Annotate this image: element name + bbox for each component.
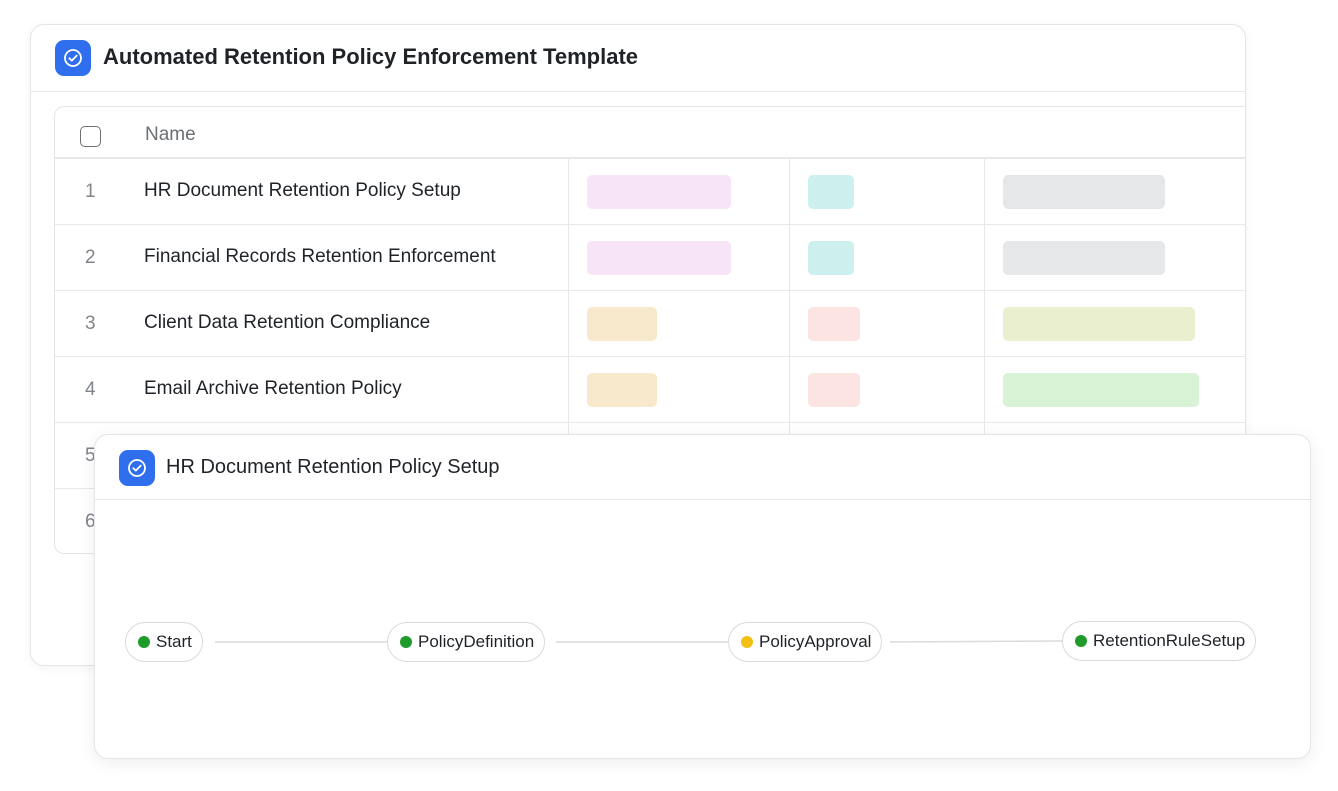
column-divider	[789, 159, 790, 224]
check-circle-icon	[119, 450, 155, 486]
tag-placeholder	[808, 175, 854, 209]
row-name[interactable]: Email Archive Retention Policy	[144, 378, 402, 399]
tag-placeholder	[1003, 373, 1199, 407]
tag-placeholder	[808, 241, 854, 275]
row-number: 6	[85, 511, 96, 532]
page-title: Automated Retention Policy Enforcement T…	[103, 44, 639, 69]
row-number: 4	[85, 379, 96, 400]
column-divider	[984, 291, 985, 356]
flow-node-label: PolicyDefinition	[418, 632, 535, 651]
status-dot-icon	[400, 636, 412, 648]
flow-node-label: PolicyApproval	[759, 632, 872, 651]
column-divider	[789, 291, 790, 356]
flow-node-policy-approval[interactable]: PolicyApproval	[728, 622, 883, 662]
workflow-detail-header: HR Document Retention Policy Setup	[95, 435, 1310, 500]
check-circle-icon	[55, 40, 91, 76]
flow-node-start[interactable]: Start	[125, 622, 203, 662]
column-divider	[568, 225, 569, 290]
row-name[interactable]: Client Data Retention Compliance	[144, 312, 431, 333]
flow-node-retention-rule-setup[interactable]: RetentionRuleSetup	[1062, 621, 1257, 661]
tag-placeholder	[1003, 241, 1165, 275]
status-dot-icon	[1075, 635, 1087, 647]
connector-line	[889, 640, 1063, 643]
column-header-name[interactable]: Name	[145, 124, 196, 145]
column-divider	[984, 357, 985, 422]
tag-placeholder	[1003, 307, 1195, 341]
row-number: 2	[85, 247, 96, 268]
column-divider	[789, 357, 790, 422]
tag-placeholder	[808, 307, 860, 341]
flow-node-policy-definition[interactable]: PolicyDefinition	[387, 622, 546, 662]
template-card-header: Automated Retention Policy Enforcement T…	[31, 25, 1245, 92]
table-row[interactable]: 3 Client Data Retention Compliance	[55, 291, 1245, 357]
row-number: 5	[85, 445, 96, 466]
row-number: 3	[85, 313, 96, 334]
flow-connectors	[215, 640, 1063, 643]
tag-placeholder	[808, 373, 860, 407]
tag-placeholder	[587, 307, 657, 341]
workflow-title: HR Document Retention Policy Setup	[166, 456, 500, 478]
flow-node-label: Start	[156, 632, 192, 651]
column-divider	[984, 159, 985, 224]
status-dot-icon	[138, 636, 150, 648]
row-name[interactable]: Financial Records Retention Enforcement	[144, 246, 496, 267]
table-header: Name	[55, 107, 1245, 159]
column-divider	[568, 159, 569, 224]
tag-placeholder	[587, 175, 731, 209]
table-row[interactable]: 4 Email Archive Retention Policy	[55, 357, 1245, 423]
table-row[interactable]: 1 HR Document Retention Policy Setup	[55, 159, 1245, 225]
column-divider	[789, 225, 790, 290]
column-divider	[984, 225, 985, 290]
row-name[interactable]: HR Document Retention Policy Setup	[144, 180, 461, 201]
flow-node-label: RetentionRuleSetup	[1093, 631, 1246, 650]
row-number: 1	[85, 181, 96, 202]
tag-placeholder	[1003, 175, 1165, 209]
column-divider	[568, 357, 569, 422]
table-row[interactable]: 6	[55, 489, 1245, 553]
column-divider	[568, 291, 569, 356]
table-row[interactable]: 2 Financial Records Retention Enforcemen…	[55, 225, 1245, 291]
tag-placeholder	[587, 241, 731, 275]
status-dot-icon	[741, 636, 753, 648]
select-all-checkbox[interactable]	[80, 126, 101, 147]
workflow-detail-card: HR Document Retention Policy Setup Start…	[94, 434, 1311, 759]
tag-placeholder	[587, 373, 657, 407]
